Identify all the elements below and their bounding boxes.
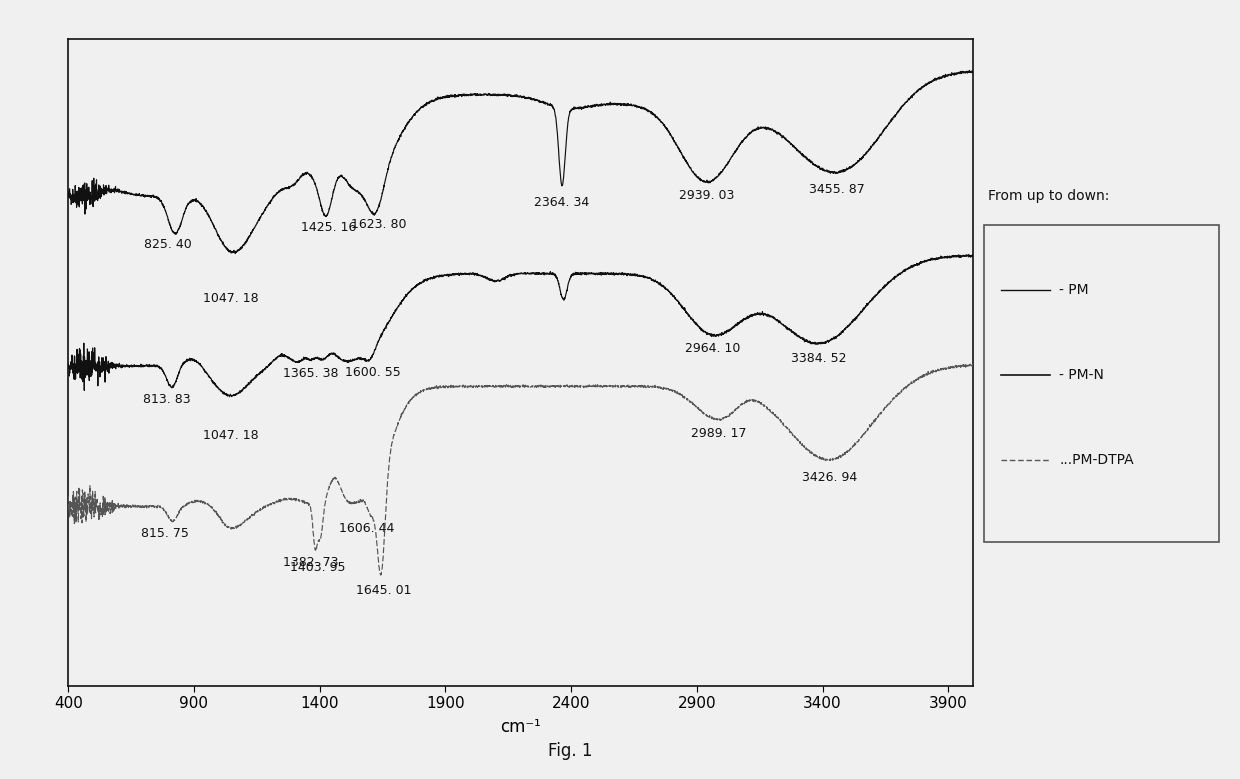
Text: - PM-N: - PM-N — [1059, 368, 1105, 382]
Text: - PM: - PM — [1059, 283, 1089, 297]
Text: 1403. 95: 1403. 95 — [290, 561, 346, 573]
Text: From up to down:: From up to down: — [988, 189, 1110, 203]
Text: ...PM-DTPA: ...PM-DTPA — [1059, 453, 1135, 467]
Text: 2364. 34: 2364. 34 — [534, 196, 590, 210]
Text: 1600. 55: 1600. 55 — [345, 366, 401, 379]
Text: 3426. 94: 3426. 94 — [802, 471, 857, 484]
Text: 815. 75: 815. 75 — [141, 527, 190, 540]
Text: 825. 40: 825. 40 — [144, 238, 191, 251]
Text: 1623. 80: 1623. 80 — [351, 218, 407, 231]
Text: Fig. 1: Fig. 1 — [548, 742, 593, 760]
Text: 1606. 44: 1606. 44 — [339, 522, 394, 535]
Text: 3384. 52: 3384. 52 — [791, 352, 847, 365]
Text: 1382. 73: 1382. 73 — [283, 555, 339, 569]
X-axis label: cm⁻¹: cm⁻¹ — [501, 718, 541, 736]
Text: 2989. 17: 2989. 17 — [692, 428, 746, 440]
Text: 1047. 18: 1047. 18 — [203, 428, 259, 442]
Text: 3455. 87: 3455. 87 — [808, 183, 864, 196]
Text: 1365. 38: 1365. 38 — [283, 368, 339, 380]
Text: 1425. 16: 1425. 16 — [301, 221, 356, 234]
Text: 2964. 10: 2964. 10 — [686, 342, 740, 355]
Text: 813. 83: 813. 83 — [144, 393, 191, 406]
Text: 1645. 01: 1645. 01 — [356, 583, 412, 597]
Text: 1047. 18: 1047. 18 — [203, 292, 259, 305]
Text: 2939. 03: 2939. 03 — [680, 189, 734, 203]
